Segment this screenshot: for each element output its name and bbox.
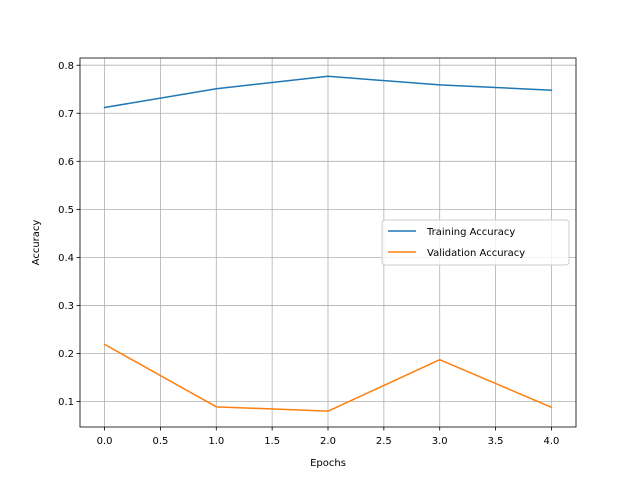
validation-accuracy-line	[103, 343, 553, 412]
legend-label-training: Training Accuracy	[426, 227, 515, 238]
y-tick-label: 0.1	[58, 397, 74, 408]
plot-lines	[103, 75, 553, 412]
x-tick-label: 2.5	[376, 436, 392, 447]
y-tick-label: 0.5	[58, 205, 74, 216]
axis-ticks: 0.0 0.5 1.0 1.5 2.0 2.5 3.0 3.5 4.0 0.1 0.2 0.3 0.4 0…	[58, 61, 559, 447]
x-tick-label: 2.0	[320, 436, 336, 447]
y-tick-label: 0.2	[58, 349, 74, 360]
training-accuracy-line	[103, 75, 553, 109]
legend: Training Accuracy Validation Accuracy	[381, 219, 570, 266]
legend-box	[381, 219, 570, 266]
y-axis-title: Accuracy	[31, 220, 42, 266]
x-tick-label: 1.0	[208, 436, 224, 447]
x-tick-label: 4.0	[543, 436, 559, 447]
y-tick-label: 0.4	[58, 253, 74, 264]
x-tick-label: 0.0	[97, 436, 113, 447]
x-tick-label: 0.5	[152, 436, 168, 447]
y-tick-label: 0.3	[58, 301, 74, 312]
x-tick-label: 3.0	[432, 436, 448, 447]
y-tick-label: 0.6	[58, 157, 74, 168]
x-axis-title: Epochs	[310, 458, 346, 469]
y-tick-label: 0.7	[58, 109, 74, 120]
legend-label-validation: Validation Accuracy	[427, 248, 525, 259]
x-tick-label: 3.5	[488, 436, 504, 447]
x-tick-label: 1.5	[264, 436, 280, 447]
y-tick-label: 0.8	[58, 61, 74, 72]
grid	[80, 58, 576, 427]
